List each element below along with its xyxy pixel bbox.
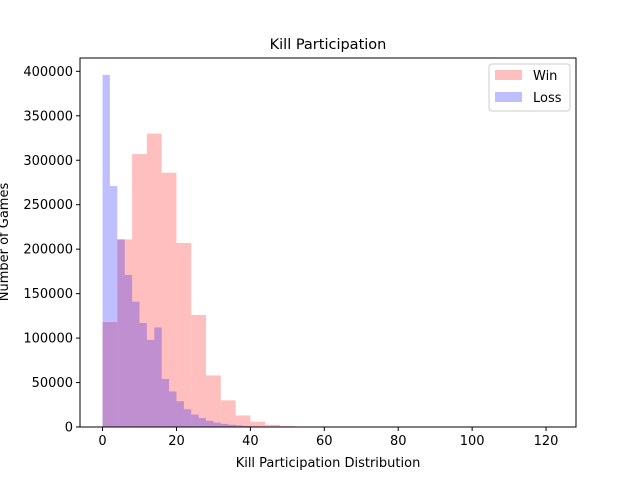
bar-loss-9 <box>169 391 177 427</box>
x-axis-ticks: 0 20 40 60 80 100 120 <box>98 427 558 449</box>
bar-win-0 <box>102 322 118 427</box>
legend-swatch-win <box>495 70 522 80</box>
y-tick-label: 200000 <box>23 243 73 258</box>
bar-win-6 <box>191 314 207 427</box>
bar-loss-5 <box>139 322 147 427</box>
y-tick-label: 100000 <box>23 332 73 347</box>
x-tick-label: 100 <box>460 434 485 449</box>
y-tick-label: 150000 <box>23 287 73 302</box>
bar-loss-4 <box>132 301 140 427</box>
bar-win-1 <box>117 239 133 427</box>
bar-win-10 <box>250 421 266 427</box>
y-tick-label: 300000 <box>23 154 73 169</box>
x-axis-label: Kill Participation Distribution <box>236 456 421 471</box>
bar-loss-16 <box>220 423 229 427</box>
y-tick-label: 400000 <box>23 65 73 80</box>
bar-win-11 <box>265 424 280 427</box>
legend-label-loss: Loss <box>533 91 562 106</box>
y-tick-label: 350000 <box>23 109 73 124</box>
bar-loss-17 <box>228 424 236 427</box>
bar-loss-13 <box>198 418 207 427</box>
bar-win-3 <box>146 133 162 427</box>
bar-loss-10 <box>176 401 184 427</box>
y-tick-label: 50000 <box>32 376 73 391</box>
bar-loss-12 <box>191 414 199 427</box>
bar-loss-0 <box>102 74 110 427</box>
x-tick-label: 40 <box>242 434 259 449</box>
x-tick-label: 80 <box>390 434 407 449</box>
x-tick-label: 60 <box>316 434 333 449</box>
bar-loss-15 <box>213 422 221 427</box>
bar-win-2 <box>132 154 147 427</box>
x-tick-label: 120 <box>534 434 559 449</box>
bar-loss-14 <box>206 420 214 427</box>
legend-swatch-loss <box>495 92 522 102</box>
bar-win-9 <box>235 415 251 427</box>
bar-win-8 <box>220 400 236 427</box>
bar-win-7 <box>206 375 221 427</box>
bar-win-4 <box>161 172 177 427</box>
y-tick-label: 250000 <box>23 198 73 213</box>
bars-layer <box>102 74 554 427</box>
x-tick-label: 20 <box>168 434 185 449</box>
bar-loss-6 <box>146 339 155 427</box>
bar-loss-18 <box>235 425 243 427</box>
legend-frame <box>488 63 571 112</box>
bar-loss-2 <box>117 239 125 427</box>
bar-loss-11 <box>183 409 192 427</box>
chart-title: Kill Participation <box>270 37 387 53</box>
y-tick-label: 0 <box>65 421 73 436</box>
bar-loss-1 <box>109 186 118 427</box>
legend-label-win: Win <box>533 69 557 84</box>
y-axis-ticks: 0 50000 100000 150000 200000 250000 300000 3500… <box>23 65 80 436</box>
legend: Win Loss <box>488 63 571 112</box>
plot-frame <box>79 57 577 428</box>
bar-loss-8 <box>161 378 170 427</box>
bar-loss-19 <box>242 425 251 427</box>
bar-loss-3 <box>124 274 133 427</box>
x-tick-label: 0 <box>98 434 106 449</box>
bar-loss-7 <box>154 327 162 427</box>
y-axis-label: Number of Games <box>0 183 12 302</box>
bar-win-5 <box>176 242 192 427</box>
